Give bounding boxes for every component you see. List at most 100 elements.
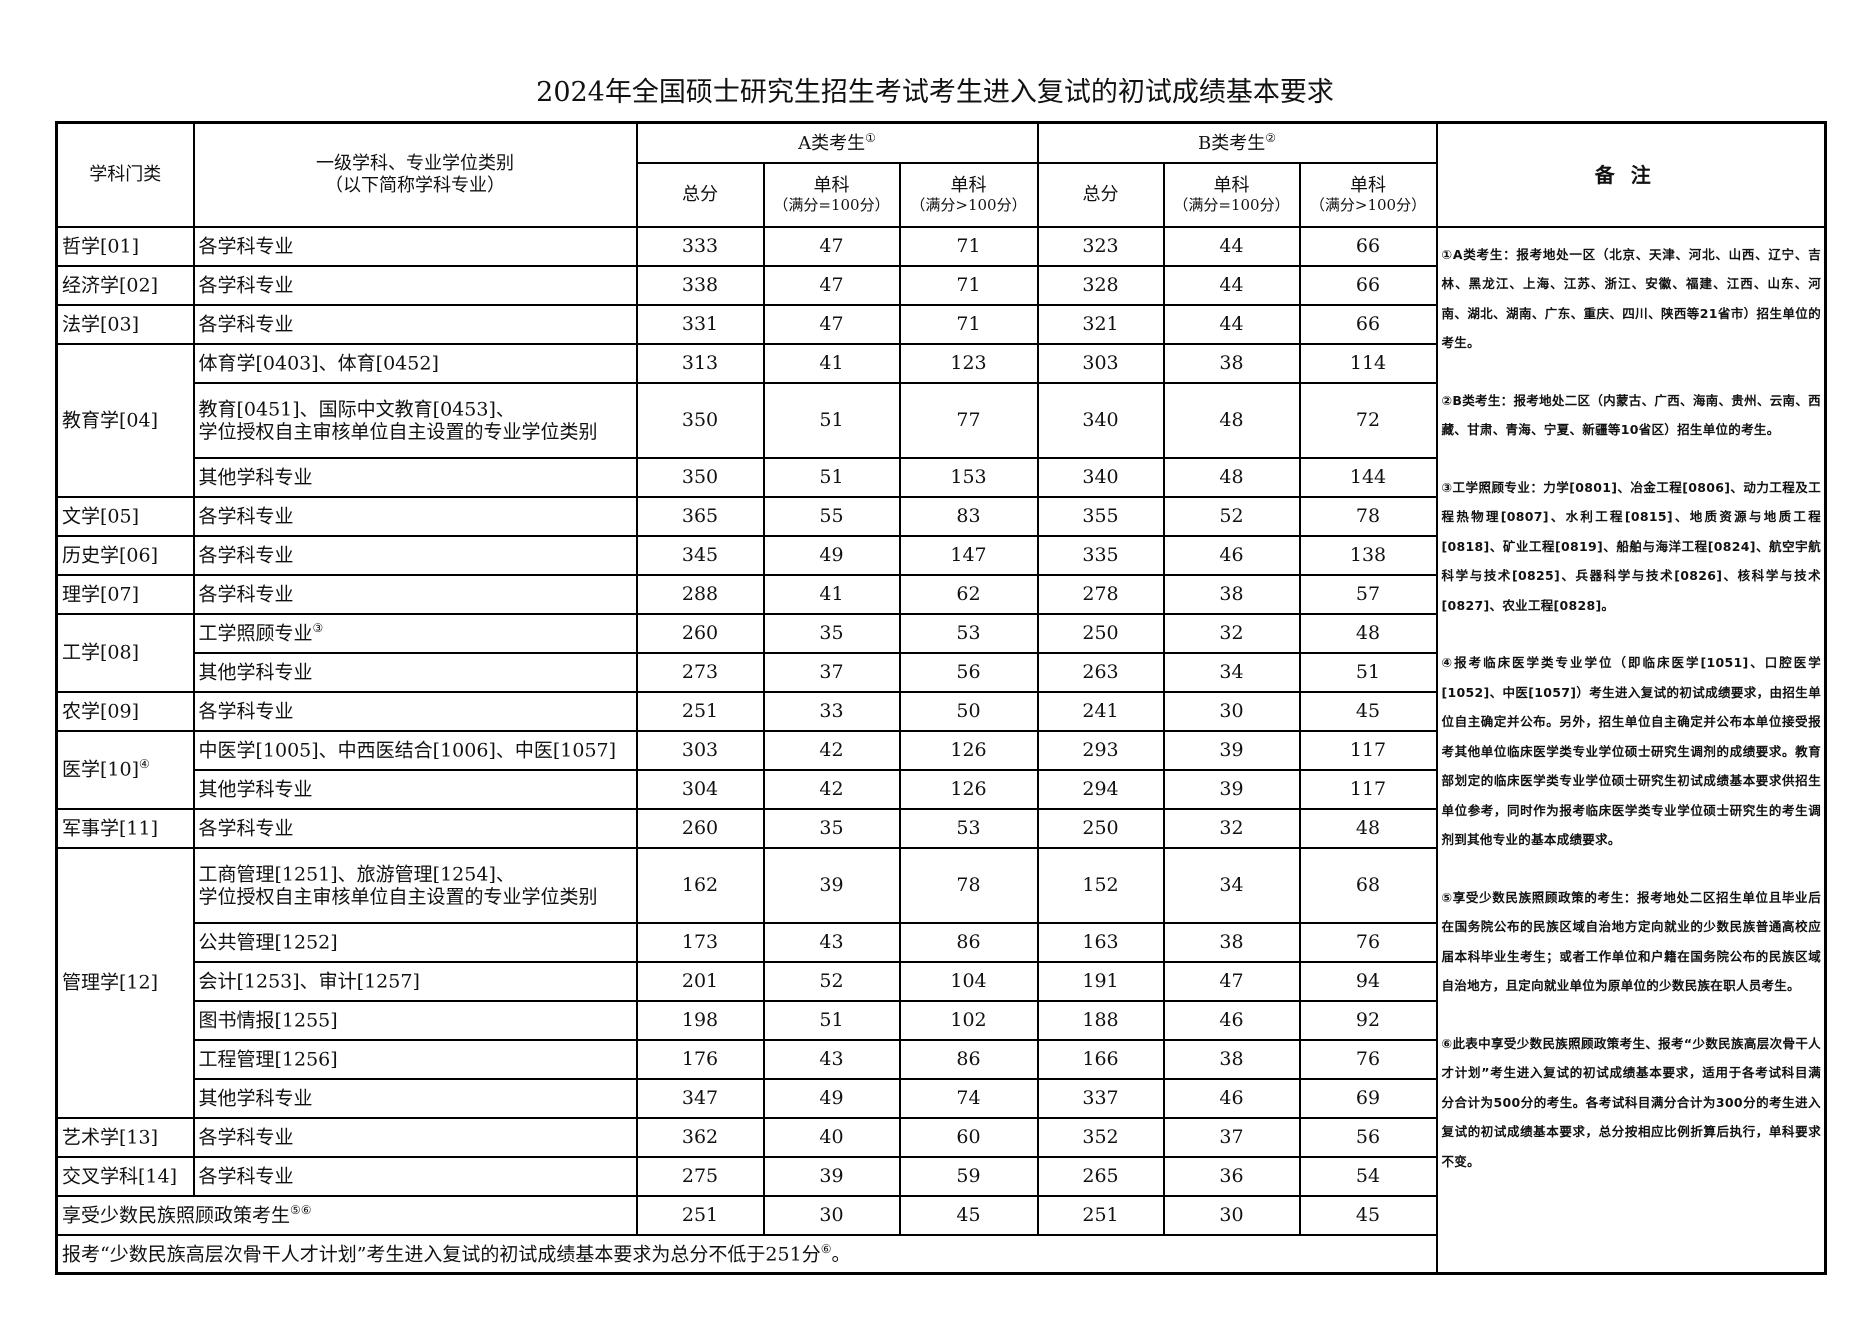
- category-label: 法学[03]: [62, 313, 140, 336]
- score-b-single-over100: 45: [1298, 690, 1438, 732]
- single-label: 单科: [1213, 174, 1250, 196]
- score-b-single-over100: 69: [1298, 1077, 1438, 1119]
- subject-cell: 图书情报[1255]: [192, 999, 638, 1041]
- category-cell: 管理学[12]: [55, 846, 195, 1119]
- subject-label: 各学科专业: [199, 312, 636, 336]
- table-row: 工程管理[1256] 176 43 86 166 38 76: [57, 1038, 1826, 1080]
- score-a-single-over100: 86: [898, 921, 1039, 963]
- score-a-total: 362: [635, 1116, 765, 1158]
- score-a-total: 260: [635, 612, 765, 654]
- score-b-total: 191: [1036, 960, 1165, 1002]
- score-a-single-over100: 71: [898, 264, 1039, 306]
- subject-text: 教育[0451]、国际中文教育[0453]、: [198, 397, 515, 420]
- score-a-single-over100: 153: [898, 456, 1039, 498]
- subject-cell: 中医学[1005]、中西医结合[1006]、中医[1057]: [192, 729, 638, 771]
- score-b-total: 328: [1036, 264, 1165, 306]
- single-label: 单科: [813, 174, 850, 196]
- minority-label: 享受少数民族照顾政策考生: [62, 1204, 291, 1227]
- score-a-single-100: 39: [762, 846, 901, 924]
- category-label: 文学[05]: [62, 505, 140, 528]
- subject-label: 工学照顾专业③: [199, 621, 636, 645]
- score-a-single-over100: 59: [898, 1155, 1039, 1197]
- score-b-total: 265: [1036, 1155, 1165, 1197]
- table-row: 教育学[04] 体育学[0403]、体育[0452] 313 41 123 303 38 11…: [55, 342, 1826, 498]
- score-a-single-over100: 71: [898, 225, 1039, 267]
- score-b-total: 163: [1036, 921, 1165, 963]
- score-b-single-100: 44: [1162, 303, 1301, 345]
- subject-cell: 会计[1253]、审计[1257]: [192, 960, 638, 1002]
- score-b-single-100: 48: [1162, 381, 1301, 459]
- score-a-total: 162: [635, 846, 765, 924]
- subject-label: 其他学科专业: [199, 1086, 636, 1110]
- table-row: 交叉学科[14] 各学科专业 275 39 59 265 36 54: [55, 1155, 1826, 1197]
- score-a-single-100: 30: [762, 1194, 901, 1236]
- table-row: 文学[05] 各学科专业 365 55 83 355 52 78: [55, 495, 1826, 537]
- score-a-single-100: 37: [762, 651, 901, 693]
- subject-text: 公共管理[1252]: [198, 931, 338, 954]
- score-a-total: 201: [635, 960, 765, 1002]
- score-b-single-over100: 92: [1298, 999, 1438, 1041]
- subject-label: 其他学科专业: [199, 660, 636, 684]
- subject-cell: 各学科专业: [192, 807, 638, 849]
- header-a-single-100: 单科 （满分=100分）: [762, 161, 901, 228]
- header-b-single-over100: 单科 （满分>100分）: [1298, 161, 1438, 228]
- score-b-total: 152: [1036, 846, 1165, 924]
- header-subject: 一级学科、专业学位类别 （以下简称学科专业）: [192, 121, 638, 228]
- subject-label-line2: 学位授权自主审核单位自主设置的专业学位类别: [198, 885, 598, 908]
- subject-label: 中医学[1005]、中西医结合[1006]、中医[1057]: [199, 738, 636, 762]
- table-row: 管理学[12] 工商管理[1251]、旅游管理[1254]、 学位授权自主审核单位自…: [55, 846, 1826, 1119]
- category-cell: 军事学[11]: [55, 807, 195, 849]
- single-label: 单科: [1350, 174, 1386, 196]
- category-cell: 教育学[04]: [55, 342, 195, 498]
- subject-cell: 各学科专业: [192, 690, 638, 732]
- subject-cell: 工学照顾专业③: [192, 612, 638, 654]
- notes-cell: ①A类考生：报考地处一区（北京、天津、河北、山西、辽宁、吉林、黑龙江、上海、江苏…: [1435, 225, 1827, 1275]
- score-a-single-over100: 83: [898, 495, 1039, 537]
- score-b-total: 340: [1036, 381, 1165, 459]
- full-over100-label: （满分>100分）: [910, 196, 1027, 215]
- header-category: 学科门类: [55, 121, 195, 228]
- subject-text: 体育学[0403]、体育[0452]: [198, 352, 439, 375]
- subject-text: 会计[1253]、审计[1257]: [198, 970, 420, 993]
- category-cell: 交叉学科[14]: [55, 1155, 195, 1197]
- score-b-single-100: 32: [1162, 807, 1301, 849]
- header-notes: 备注: [1435, 121, 1827, 228]
- table-row: 历史学[06] 各学科专业 345 49 147 335 46 138: [55, 534, 1826, 576]
- subject-label: 工商管理[1251]、旅游管理[1254]、: [199, 862, 636, 886]
- subject-label: 教育[0451]、国际中文教育[0453]、: [199, 397, 636, 421]
- score-a-single-100: 52: [762, 960, 901, 1002]
- score-a-single-100: 47: [762, 225, 901, 267]
- footer-footnote-mark: ⑥: [820, 1241, 832, 1256]
- note-paragraph: ⑥此表中享受少数民族照顾政策考生、报考“少数民族高层次骨干人才计划”考生进入复试…: [1441, 1035, 1821, 1169]
- score-a-single-100: 35: [762, 807, 901, 849]
- table-row: 公共管理[1252] 173 43 86 163 38 76: [57, 921, 1826, 963]
- category-label: 教育学[04]: [62, 409, 159, 432]
- category-cell: 历史学[06]: [55, 534, 195, 576]
- subject-text: 各学科专业: [198, 235, 294, 258]
- score-a-single-100: 42: [762, 768, 901, 810]
- header-b-total: 总分: [1036, 161, 1165, 228]
- score-b-single-over100: 66: [1298, 303, 1438, 345]
- category-label: 经济学[02]: [62, 274, 159, 297]
- subject-label: 会计[1253]、审计[1257]: [199, 969, 636, 993]
- score-a-single-100: 41: [762, 573, 901, 615]
- category-label: 工学[08]: [62, 641, 140, 664]
- subject-label: 公共管理[1252]: [199, 930, 636, 954]
- score-a-total: 304: [635, 768, 765, 810]
- score-a-single-100: 43: [762, 1038, 901, 1080]
- note-paragraph: ①A类考生：报考地处一区（北京、天津、河北、山西、辽宁、吉林、黑龙江、上海、江苏…: [1441, 246, 1821, 351]
- score-a-total: 313: [635, 342, 765, 384]
- score-b-single-over100: 76: [1298, 1038, 1438, 1080]
- note-paragraph: ②B类考生：报考地处二区（内蒙古、广西、海南、贵州、云南、西藏、甘肃、青海、宁夏…: [1441, 392, 1821, 438]
- category-footnote-mark: ④: [139, 757, 150, 772]
- score-b-total: 250: [1036, 612, 1165, 654]
- page-title: 2024年全国硕士研究生招生考试考生进入复试的初试成绩基本要求: [536, 77, 1334, 108]
- subject-label-line2: 学位授权自主审核单位自主设置的专业学位类别: [198, 420, 598, 443]
- table-row: 其他学科专业 273 37 56 263 34 51: [57, 651, 1826, 693]
- subject-cell: 公共管理[1252]: [192, 921, 638, 963]
- subject-text: 各学科专业: [198, 1126, 294, 1149]
- subject-label: 各学科专业: [199, 543, 636, 567]
- score-b-single-over100: 76: [1298, 921, 1438, 963]
- score-b-single-100: 37: [1162, 1116, 1301, 1158]
- table-row: 其他学科专业 304 42 126 294 39 117: [57, 768, 1826, 810]
